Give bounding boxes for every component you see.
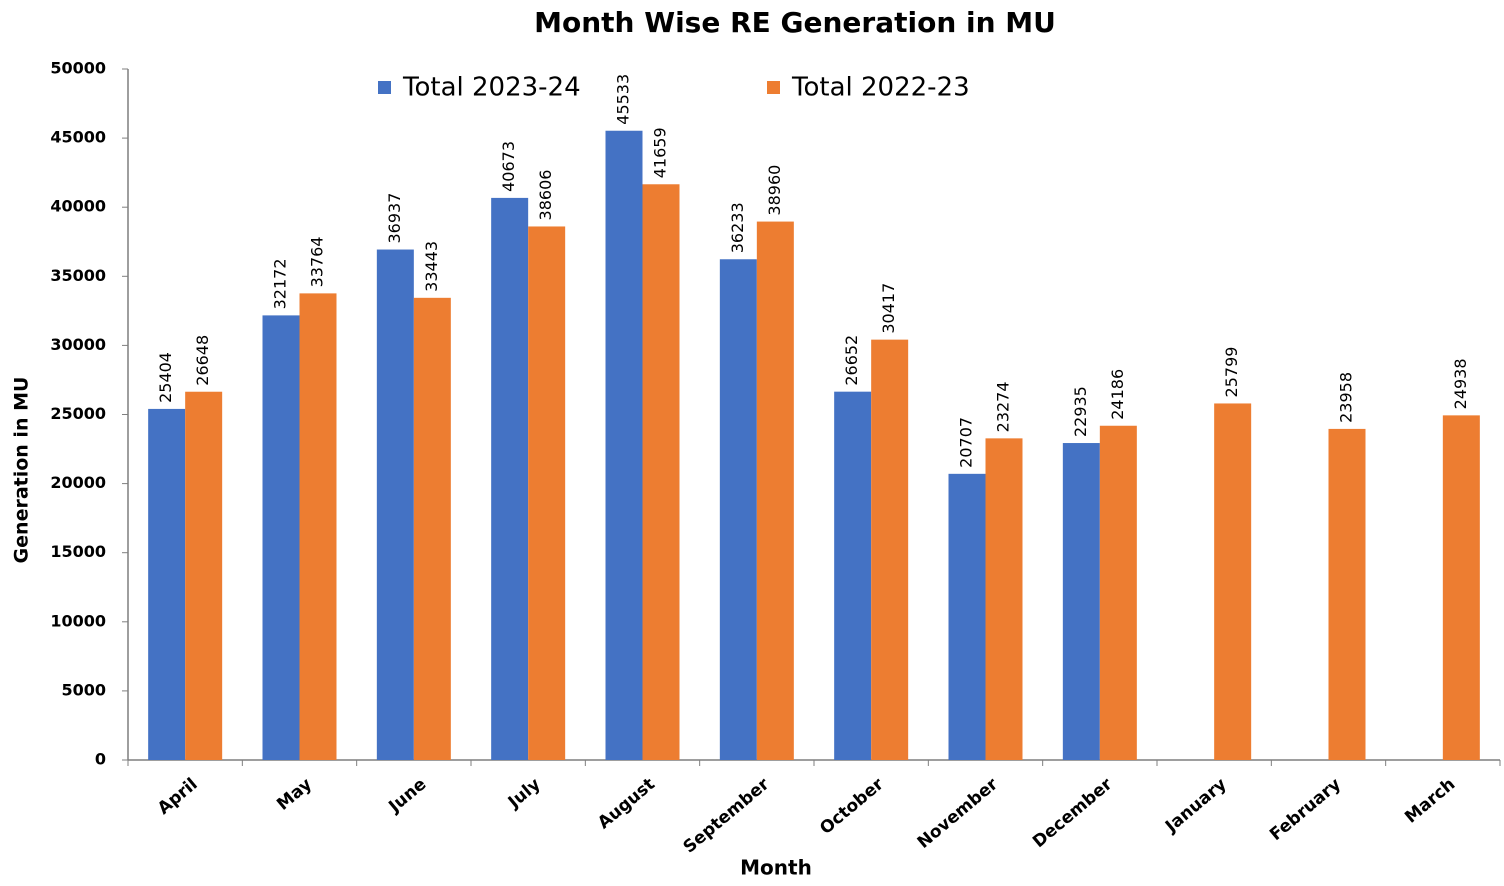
data-label: 23958: [1337, 372, 1356, 423]
bar: [528, 226, 566, 760]
data-label: 20707: [957, 417, 976, 468]
y-tick-label: 30000: [50, 335, 106, 354]
bar: [1328, 428, 1366, 760]
bar: [413, 297, 451, 760]
bar: [871, 339, 909, 760]
data-label: 41659: [651, 127, 670, 178]
data-label: 38606: [536, 170, 555, 221]
y-axis-title: Generation in MU: [11, 377, 33, 564]
bar: [605, 130, 643, 760]
data-label: 24938: [1451, 358, 1470, 409]
x-tick-label: July: [504, 774, 545, 813]
bar: [1099, 425, 1137, 760]
x-tick-label: May: [273, 774, 316, 814]
data-label: 36233: [728, 202, 747, 253]
data-label: 25799: [1222, 347, 1241, 398]
bar: [1442, 415, 1480, 760]
x-tick-label: November: [914, 774, 1003, 853]
legend-label: Total 2023-24: [402, 73, 581, 103]
data-label: 26652: [842, 335, 861, 386]
x-tick-label: April: [154, 774, 202, 818]
bar: [1062, 443, 1100, 760]
bar: [985, 438, 1023, 760]
x-tick-label: January: [1161, 774, 1231, 837]
data-label: 26648: [193, 335, 212, 386]
x-tick-label: June: [384, 774, 430, 817]
x-tick-label: March: [1401, 774, 1459, 827]
x-axis-title: Month: [740, 856, 812, 880]
bar: [376, 249, 414, 761]
bar: [642, 184, 680, 761]
data-label: 40673: [499, 141, 518, 192]
x-tick-label: February: [1266, 774, 1345, 845]
x-tick-label: October: [816, 774, 888, 839]
data-label: 24186: [1108, 369, 1127, 420]
data-label: 45533: [614, 74, 633, 125]
legend-swatch: [378, 81, 391, 94]
y-tick-label: 5000: [61, 680, 106, 699]
data-label: 25404: [156, 352, 175, 403]
data-label: 23274: [994, 381, 1013, 432]
y-tick-label: 50000: [50, 59, 106, 78]
y-tick-label: 40000: [50, 197, 106, 216]
data-label: 32172: [271, 258, 290, 309]
data-label: 33764: [308, 236, 327, 287]
bar: [834, 391, 872, 760]
legend-swatch: [767, 81, 780, 94]
bar: [1214, 403, 1252, 760]
bar: [756, 221, 794, 760]
bar: [299, 293, 337, 760]
x-tick-label: December: [1029, 774, 1117, 852]
x-tick-label: August: [594, 774, 659, 833]
data-label: 30417: [879, 283, 898, 334]
y-tick-label: 15000: [50, 542, 106, 561]
chart-title: Month Wise RE Generation in MU: [534, 6, 1056, 39]
bar: [719, 259, 757, 760]
data-label: 22935: [1071, 386, 1090, 437]
bar: [185, 391, 223, 760]
y-tick-label: 35000: [50, 266, 106, 285]
data-label: 38960: [765, 165, 784, 216]
bar: [262, 315, 300, 760]
data-label: 36937: [385, 193, 404, 244]
y-tick-label: 45000: [50, 128, 106, 147]
y-tick-label: 25000: [50, 404, 106, 423]
y-tick-label: 0: [95, 750, 106, 769]
bar: [491, 197, 529, 760]
legend-label: Total 2022-23: [791, 73, 970, 103]
data-label: 33443: [422, 241, 441, 292]
y-tick-label: 20000: [50, 473, 106, 492]
x-tick-label: September: [680, 774, 774, 857]
bar: [148, 408, 186, 760]
y-tick-label: 10000: [50, 611, 106, 630]
bar: [948, 473, 986, 760]
